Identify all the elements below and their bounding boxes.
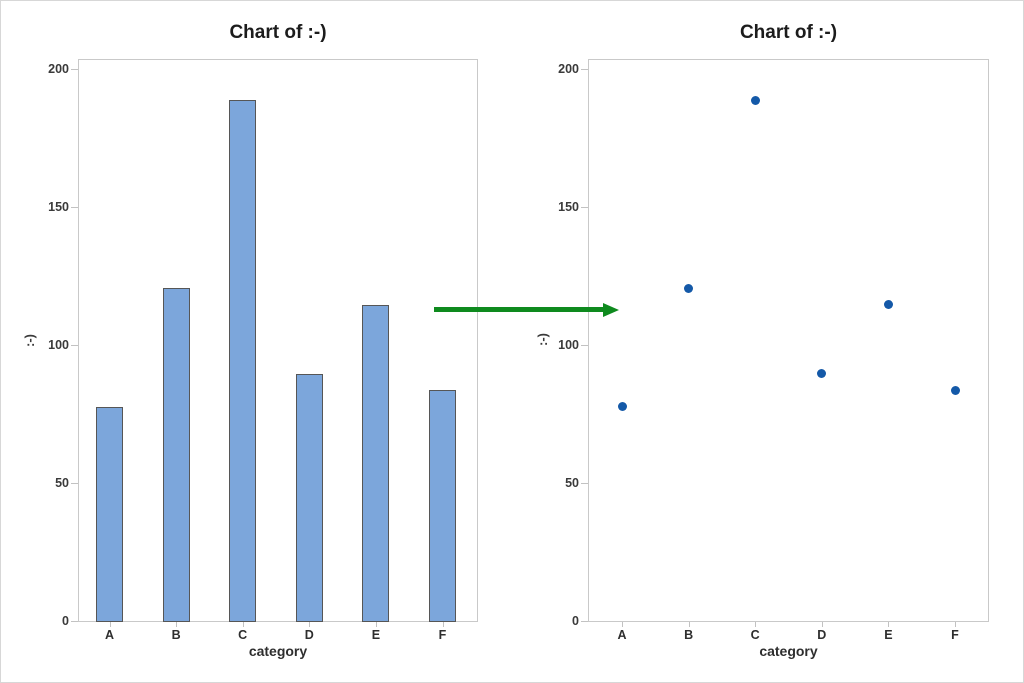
- x-tick-label: A: [104, 628, 115, 642]
- x-tick-mark: [443, 622, 444, 627]
- bar-D: [295, 373, 323, 622]
- point-F: [950, 385, 960, 395]
- bar-B: [162, 288, 190, 622]
- x-tick-mark: [243, 622, 244, 627]
- x-tick-label: A: [617, 628, 627, 642]
- x-tick-label: B: [684, 628, 694, 642]
- chart-title: Chart of :-): [739, 22, 838, 43]
- y-tick-label: 200: [558, 62, 579, 77]
- x-tick-mark: [689, 622, 690, 627]
- y-tick-mark: [71, 621, 78, 622]
- x-axis-label: category: [248, 643, 308, 659]
- x-tick-label: C: [750, 628, 760, 642]
- bar-E: [362, 304, 390, 622]
- point-B: [684, 283, 694, 293]
- x-tick-mark: [376, 622, 377, 627]
- x-tick-label: B: [171, 628, 181, 642]
- x-tick-label: E: [371, 628, 381, 642]
- bar-F: [429, 390, 456, 622]
- bar-A: [96, 406, 123, 622]
- y-tick-mark: [71, 345, 78, 346]
- arrow-line: [434, 307, 604, 312]
- bar-C: [229, 100, 257, 622]
- y-tick-label: 50: [55, 476, 69, 490]
- x-tick-label: D: [304, 628, 314, 642]
- x-tick-mark: [888, 622, 889, 627]
- y-tick-mark: [581, 207, 588, 208]
- y-tick-mark: [581, 345, 588, 346]
- y-tick-mark: [581, 69, 588, 70]
- point-D: [817, 369, 827, 379]
- y-tick-label: 100: [558, 338, 579, 353]
- y-tick-mark: [581, 621, 588, 622]
- x-tick-mark: [755, 622, 756, 627]
- x-tick-label: F: [951, 628, 959, 642]
- x-tick-mark: [176, 622, 177, 627]
- x-tick-mark: [822, 622, 823, 627]
- x-tick-mark: [622, 622, 623, 627]
- y-tick-mark: [581, 483, 588, 484]
- x-tick-label: F: [438, 628, 447, 642]
- y-tick-label: 150: [48, 200, 69, 215]
- plot-area: [78, 59, 478, 622]
- chart-title: Chart of :-): [229, 22, 327, 43]
- y-tick-mark: [71, 483, 78, 484]
- y-tick-label: 200: [48, 62, 69, 77]
- x-tick-mark: [955, 622, 956, 627]
- x-axis-label: category: [759, 643, 818, 659]
- y-tick-label: 0: [572, 614, 579, 628]
- y-tick-mark: [71, 69, 78, 70]
- y-tick-label: 150: [558, 200, 579, 215]
- point-A: [617, 402, 627, 412]
- y-tick-label: 0: [62, 614, 69, 628]
- y-tick-mark: [71, 207, 78, 208]
- x-tick-label: D: [817, 628, 827, 642]
- plot-area: [588, 59, 989, 622]
- arrow-head-icon: [603, 302, 619, 317]
- y-tick-label: 100: [48, 338, 69, 353]
- y-tick-label: 50: [565, 476, 579, 490]
- x-tick-mark: [110, 622, 111, 627]
- point-C: [750, 95, 760, 105]
- point-E: [883, 300, 893, 310]
- x-tick-label: C: [238, 628, 248, 642]
- x-tick-label: E: [884, 628, 893, 642]
- x-tick-mark: [309, 622, 310, 627]
